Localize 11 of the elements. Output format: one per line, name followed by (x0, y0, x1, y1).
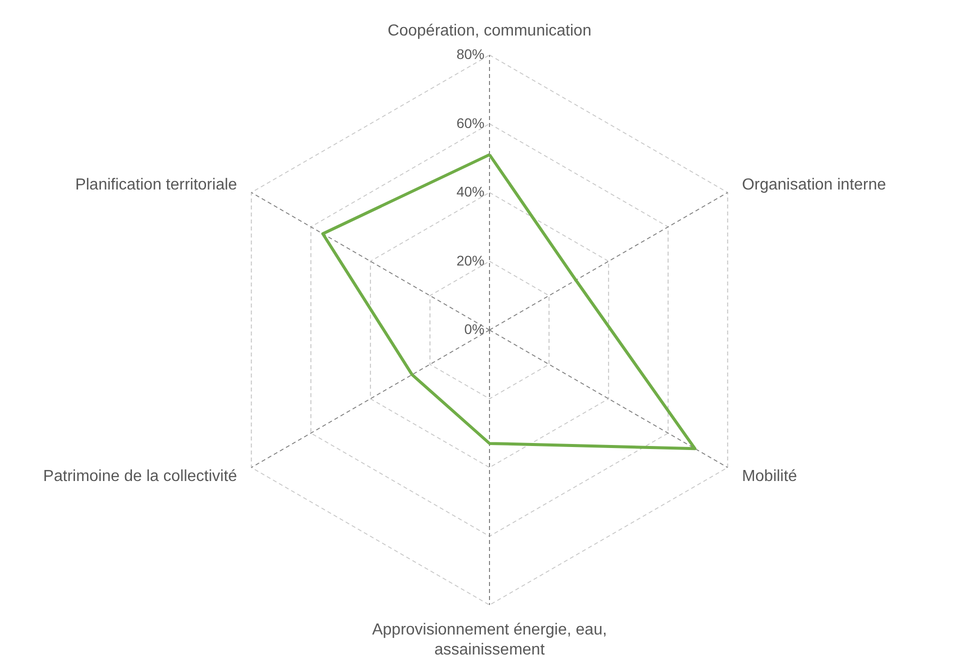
spoke-label: Mobilité (742, 468, 798, 485)
y-tick-label: 20% (456, 252, 484, 268)
spoke-label: Coopération, communication (388, 22, 592, 40)
y-tick-label: 60% (456, 114, 484, 131)
y-tick-label: 80% (456, 46, 484, 62)
spoke-label: Patrimoine de la collectivité (43, 468, 238, 485)
y-tick-label: 0% (464, 321, 484, 337)
spoke-label: Approvisionnement énergie, eau, assainissement (372, 622, 607, 658)
spoke-label: Organisation interne (742, 176, 886, 194)
spoke-label: Planification territoriale (75, 176, 238, 194)
y-tick-label: 40% (456, 184, 484, 200)
